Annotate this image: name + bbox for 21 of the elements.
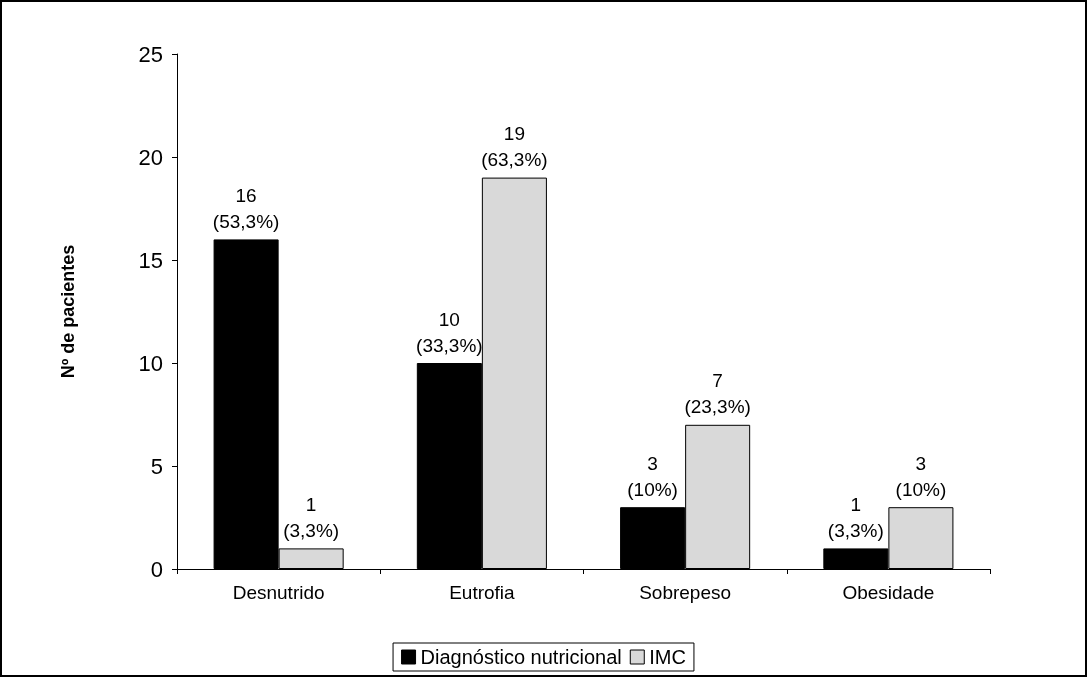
y-tick-label: 15	[138, 247, 163, 273]
y-tick-label: 20	[138, 144, 163, 170]
x-tick-label: Desnutrido	[232, 582, 325, 603]
x-tick-label: Sobrepeso	[639, 582, 732, 603]
y-tick-label: 25	[138, 41, 163, 67]
data-label: 1 (3,3%)	[827, 493, 884, 541]
x-tick-label: Obesidade	[842, 582, 935, 603]
y-tick-label: 0	[150, 556, 163, 582]
data-label: 16 (53,3%)	[212, 184, 280, 232]
data-label: 19 (63,3%)	[481, 123, 548, 171]
data-label: 1 (3,3%)	[283, 493, 340, 541]
y-axis-title: Nº de pacientes	[58, 244, 78, 379]
data-label: 10 (33,3%)	[416, 308, 483, 356]
legend-label: Diagnóstico nutricional	[420, 646, 622, 668]
y-tick-label: 10	[138, 350, 163, 376]
x-tick-label: Eutrofia	[449, 582, 516, 603]
data-label: 7 (23,3%)	[684, 370, 751, 418]
data-label: 3 (10%)	[895, 452, 947, 500]
legend-label: IMC	[649, 646, 686, 668]
y-tick-label: 5	[150, 453, 163, 479]
data-label: 3 (10%)	[627, 452, 678, 500]
